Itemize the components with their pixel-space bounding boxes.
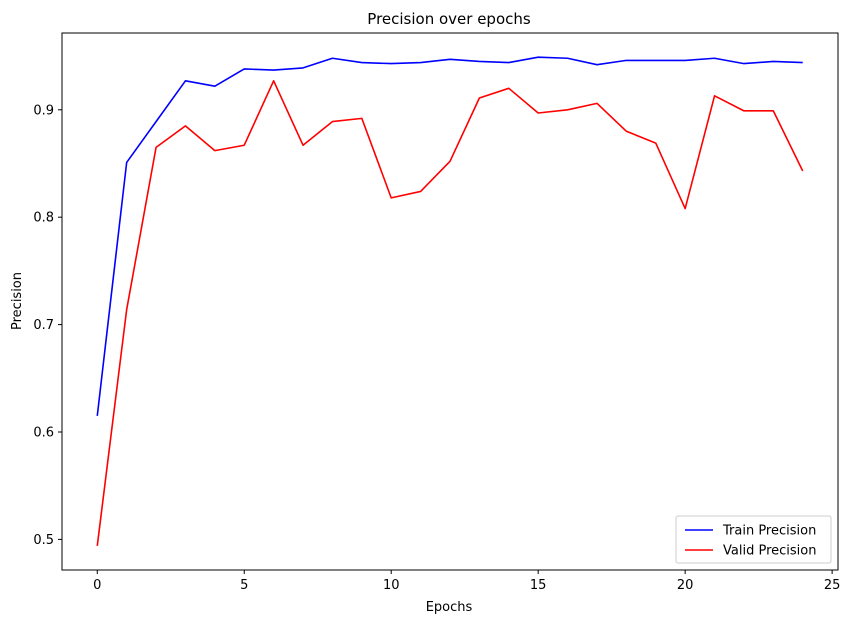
y-tick-label: 0.5 (33, 533, 54, 548)
x-tick-label: 20 (677, 578, 694, 593)
plot-lines (96, 56, 804, 546)
legend-label-train: Train Precision (722, 524, 816, 539)
y-tick-label: 0.9 (33, 103, 54, 118)
x-tick-label: 0 (93, 578, 101, 593)
x-tick-label: 25 (824, 578, 841, 593)
legend-box (675, 515, 832, 564)
x-axis-label: Epochs (426, 600, 473, 615)
y-tick-label: 0.6 (33, 425, 54, 440)
legend: Train Precision Valid Precision (675, 515, 832, 564)
y-axis-ticks: 0.5 0.6 0.7 0.8 0.9 (33, 103, 62, 548)
valid-precision-line (96, 79, 804, 546)
chart-title: Precision over epochs (367, 10, 531, 28)
plot-frame (61, 32, 839, 571)
x-tick-label: 10 (383, 578, 400, 593)
x-tick-label: 5 (240, 578, 248, 593)
y-tick-label: 0.8 (33, 211, 54, 226)
x-tick-label: 15 (530, 578, 547, 593)
legend-label-valid: Valid Precision (723, 544, 816, 559)
train-precision-line (96, 56, 803, 416)
x-axis-ticks: 0 5 10 15 20 25 (93, 570, 840, 593)
y-axis-label: Precision (10, 272, 25, 330)
y-tick-label: 0.7 (33, 318, 54, 333)
